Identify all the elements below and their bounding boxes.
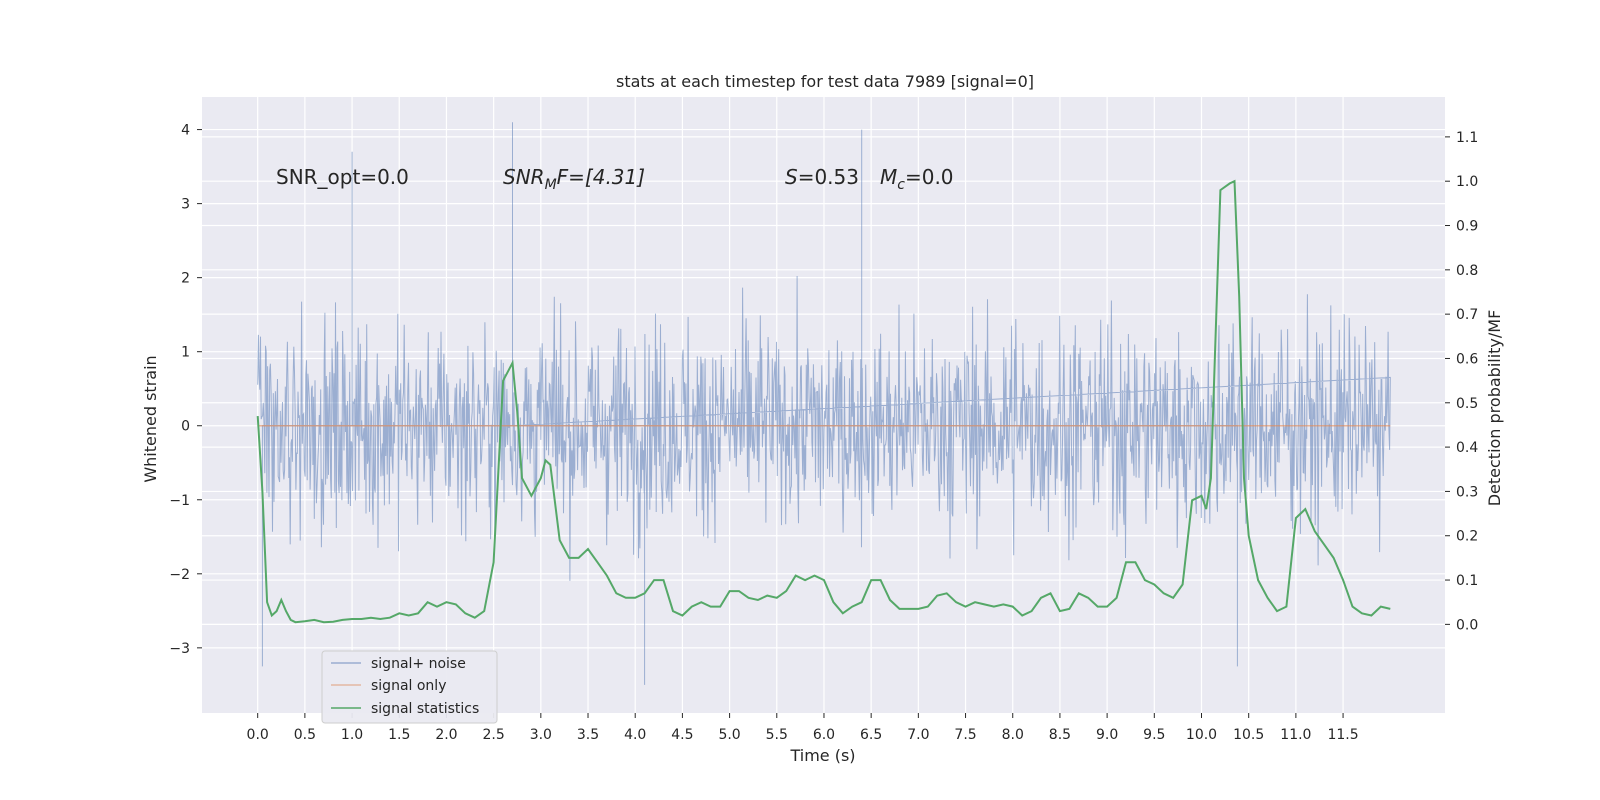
x-tick-label: 10.0 xyxy=(1186,727,1217,743)
y-axis-right-label: Detection probability/MF xyxy=(1485,310,1504,507)
y-right-tick-label: 0.3 xyxy=(1456,484,1478,500)
y-left-tick-label: 1 xyxy=(181,345,190,361)
annotation-snr-opt: SNR_opt=0.0 xyxy=(276,165,409,189)
signal-noise-series xyxy=(257,122,1391,685)
y-left-tick-label: 3 xyxy=(181,197,190,213)
y-left-tick-label: 0 xyxy=(181,419,190,435)
y-right-tick-label: 0.0 xyxy=(1456,617,1478,633)
x-tick-label: 1.5 xyxy=(388,727,410,743)
x-tick-label: 5.0 xyxy=(718,727,740,743)
signal-statistics-line xyxy=(256,179,1391,624)
y-left-tick-label: 4 xyxy=(181,123,190,139)
y-left-tick-label: −1 xyxy=(169,493,190,509)
x-tick-label: 5.5 xyxy=(766,727,788,743)
legend-label-signal-noise: signal+ noise xyxy=(371,656,466,672)
y-right-tick-label: 0.9 xyxy=(1456,219,1478,235)
y-right-tick-label: 0.4 xyxy=(1456,440,1478,456)
x-tick-label: 8.5 xyxy=(1049,727,1071,743)
legend-label-signal-statistics: signal statistics xyxy=(371,701,479,717)
mc-sub: c xyxy=(897,177,905,193)
snr-mf-rest: F=[4.31] xyxy=(557,165,645,189)
x-tick-label: 8.0 xyxy=(1002,727,1024,743)
x-tick-label: 3.5 xyxy=(577,727,599,743)
s-label: S xyxy=(785,165,798,189)
annotation-snr-mf: SNRMF=[4.31] xyxy=(503,165,645,193)
x-tick-label: 1.0 xyxy=(341,727,363,743)
x-tick-label: 0.5 xyxy=(294,727,316,743)
y-right-tick-label: 0.2 xyxy=(1456,529,1478,545)
y-left-tick-label: −3 xyxy=(169,641,190,657)
x-tick-label: 3.0 xyxy=(530,727,552,743)
tick-layer: 0.0 0.5 1.0 1.5 2.0 2.5 3.0 3.5 4.0 4.5 5.0 5.5 6.0 6… xyxy=(169,123,1478,743)
y-left-tick-label: −2 xyxy=(169,567,190,583)
snr-mf-main: SNR xyxy=(503,165,545,189)
x-tick-label: 7.0 xyxy=(907,727,929,743)
annotation-s-value: S=0.53 xyxy=(785,165,859,189)
y-right-tick-label: 0.5 xyxy=(1456,396,1478,412)
x-tick-label: 2.5 xyxy=(483,727,505,743)
s-value: =0.53 xyxy=(798,165,859,189)
x-tick-label: 2.0 xyxy=(435,727,457,743)
y-right-tick-label: 0.6 xyxy=(1456,351,1478,367)
legend-label-signal-only: signal only xyxy=(371,678,446,694)
y-right-tick-label: 0.7 xyxy=(1456,307,1478,323)
legend-box xyxy=(321,650,498,724)
x-tick-label: 11.5 xyxy=(1327,727,1358,743)
mc-value: =0.0 xyxy=(905,165,954,189)
x-axis-label: Time (s) xyxy=(789,746,855,765)
y-right-tick-label: 0.8 xyxy=(1456,263,1478,279)
chart-title: stats at each timestep for test data 798… xyxy=(616,72,1034,91)
x-tick-label: 6.0 xyxy=(813,727,835,743)
annotation-mc-value: Mc=0.0 xyxy=(880,165,954,193)
y-right-tick-label: 0.1 xyxy=(1456,573,1478,589)
x-tick-label: 0.0 xyxy=(247,727,269,743)
signal-noise-line xyxy=(257,122,1391,685)
x-tick-label: 6.5 xyxy=(860,727,882,743)
y-right-tick-label: 1.1 xyxy=(1456,130,1478,146)
x-tick-label: 9.5 xyxy=(1143,727,1165,743)
x-tick-label: 4.0 xyxy=(624,727,646,743)
snr-mf-sub: M xyxy=(545,177,557,193)
x-tick-label: 4.5 xyxy=(671,727,693,743)
y-axis-left-label: Whitened strain xyxy=(141,355,160,482)
x-tick-label: 10.5 xyxy=(1233,727,1264,743)
x-tick-label: 7.5 xyxy=(954,727,976,743)
y-right-tick-label: 1.0 xyxy=(1456,174,1478,190)
signal-statistics-series xyxy=(256,179,1391,624)
y-left-tick-label: 2 xyxy=(181,271,190,287)
mc-main: M xyxy=(880,165,897,189)
x-tick-label: 11.0 xyxy=(1280,727,1311,743)
x-tick-label: 9.0 xyxy=(1096,727,1118,743)
legend: signal+ noise signal only signal statist… xyxy=(321,650,498,724)
